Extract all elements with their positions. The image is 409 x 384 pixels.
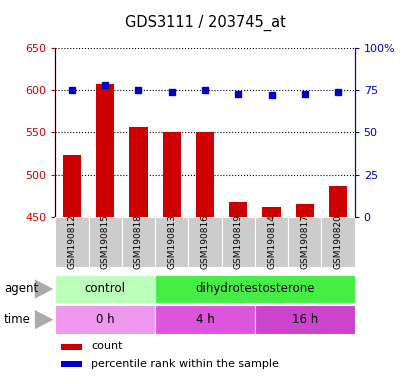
Text: 0 h: 0 h bbox=[96, 313, 114, 326]
Bar bbox=[328, 186, 346, 217]
Text: 16 h: 16 h bbox=[291, 313, 317, 326]
Bar bbox=[121, 217, 155, 267]
Bar bbox=[129, 127, 147, 217]
Bar bbox=[88, 217, 121, 267]
Text: GDS3111 / 203745_at: GDS3111 / 203745_at bbox=[124, 15, 285, 31]
Bar bbox=[229, 202, 247, 217]
Text: GSM190816: GSM190816 bbox=[200, 214, 209, 270]
Bar bbox=[61, 361, 82, 367]
Bar bbox=[55, 275, 155, 303]
Text: GSM190814: GSM190814 bbox=[266, 215, 275, 269]
Bar bbox=[254, 305, 354, 334]
Text: percentile rank within the sample: percentile rank within the sample bbox=[91, 359, 279, 369]
Polygon shape bbox=[35, 280, 53, 299]
Bar bbox=[155, 305, 254, 334]
Bar bbox=[221, 217, 254, 267]
Bar bbox=[288, 217, 321, 267]
Bar bbox=[196, 132, 213, 217]
Bar bbox=[61, 344, 82, 350]
Text: GSM190817: GSM190817 bbox=[299, 214, 308, 270]
Bar bbox=[55, 305, 155, 334]
Text: count: count bbox=[91, 341, 122, 351]
Bar bbox=[262, 207, 280, 217]
Bar bbox=[254, 217, 288, 267]
Polygon shape bbox=[35, 310, 53, 329]
Bar bbox=[55, 217, 88, 267]
Bar bbox=[155, 275, 354, 303]
Text: GSM190812: GSM190812 bbox=[67, 215, 76, 269]
Text: dihydrotestosterone: dihydrotestosterone bbox=[195, 283, 314, 295]
Text: time: time bbox=[4, 313, 31, 326]
Text: GSM190815: GSM190815 bbox=[101, 214, 110, 270]
Text: GSM190820: GSM190820 bbox=[333, 215, 342, 269]
Text: GSM190818: GSM190818 bbox=[134, 214, 143, 270]
Bar bbox=[96, 84, 114, 217]
Bar bbox=[188, 217, 221, 267]
Text: 4 h: 4 h bbox=[195, 313, 214, 326]
Bar bbox=[162, 132, 180, 217]
Text: agent: agent bbox=[4, 283, 38, 295]
Text: GSM190819: GSM190819 bbox=[233, 214, 242, 270]
Bar bbox=[295, 204, 313, 217]
Text: control: control bbox=[85, 283, 126, 295]
Bar bbox=[63, 155, 81, 217]
Bar bbox=[321, 217, 354, 267]
Text: GSM190813: GSM190813 bbox=[167, 214, 176, 270]
Bar bbox=[155, 217, 188, 267]
